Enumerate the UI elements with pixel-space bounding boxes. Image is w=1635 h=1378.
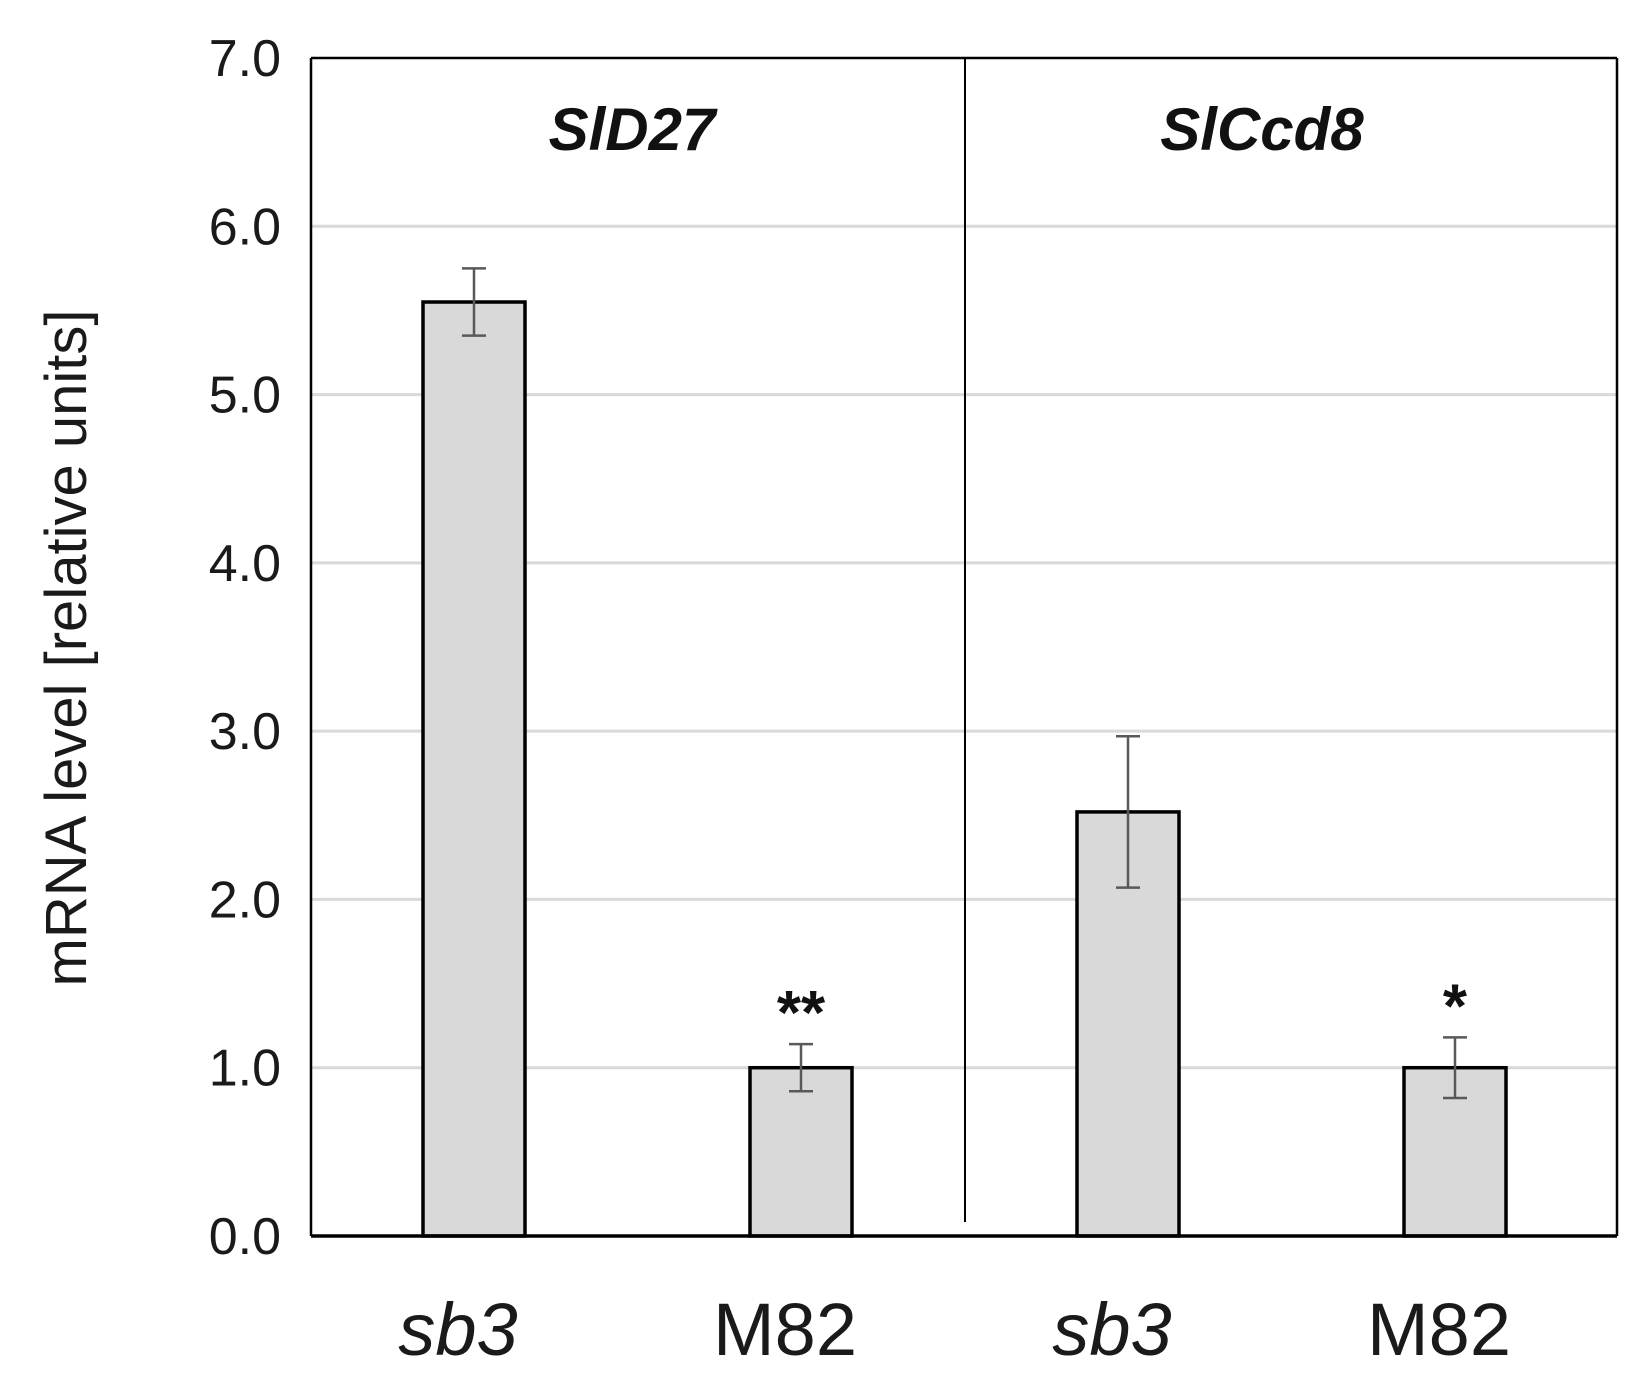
y-tick-label-1.0: 1.0 [209, 1040, 281, 1098]
bar-m82-panel1 [748, 1065, 854, 1238]
panel-title-1: SlD27 [549, 96, 718, 163]
y-axis-label: mRNA level [relative units] [34, 310, 99, 987]
error-bar-sb3-panel2 [1116, 734, 1140, 889]
bar-sb3-panel1 [421, 300, 527, 1238]
significance-marker-panel1: ** [777, 979, 826, 1048]
x-category-label-sb3-panel1: sb3 [398, 1288, 517, 1371]
panel-title-2: SlCcd8 [1160, 96, 1364, 163]
error-bar-sb3-panel1 [462, 267, 486, 337]
y-tick-label-0.0: 0.0 [209, 1208, 281, 1266]
x-category-label-sb3-panel2: sb3 [1052, 1288, 1171, 1371]
x-category-label-m82-panel1: M82 [713, 1288, 857, 1371]
labels: 0.0 1.0 2.0 3.0 4.0 5.0 6.0 7.0 SlD27 sb3 ** M82 SlC… [34, 30, 1511, 1371]
plot-frame [309, 56, 1619, 1238]
x-category-label-m82-panel2: M82 [1367, 1288, 1511, 1371]
error-bar-m82-panel2 [1443, 1036, 1467, 1100]
y-tick-label-6.0: 6.0 [209, 198, 281, 256]
y-tick-label-2.0: 2.0 [209, 871, 281, 929]
error-bar-m82-panel1 [789, 1042, 813, 1093]
bars [421, 267, 1508, 1238]
significance-marker-panel2: * [1443, 972, 1468, 1041]
y-tick-label-7.0: 7.0 [209, 30, 281, 88]
y-tick-label-4.0: 4.0 [209, 535, 281, 593]
y-tick-label-3.0: 3.0 [209, 703, 281, 761]
y-tick-label-5.0: 5.0 [209, 367, 281, 425]
